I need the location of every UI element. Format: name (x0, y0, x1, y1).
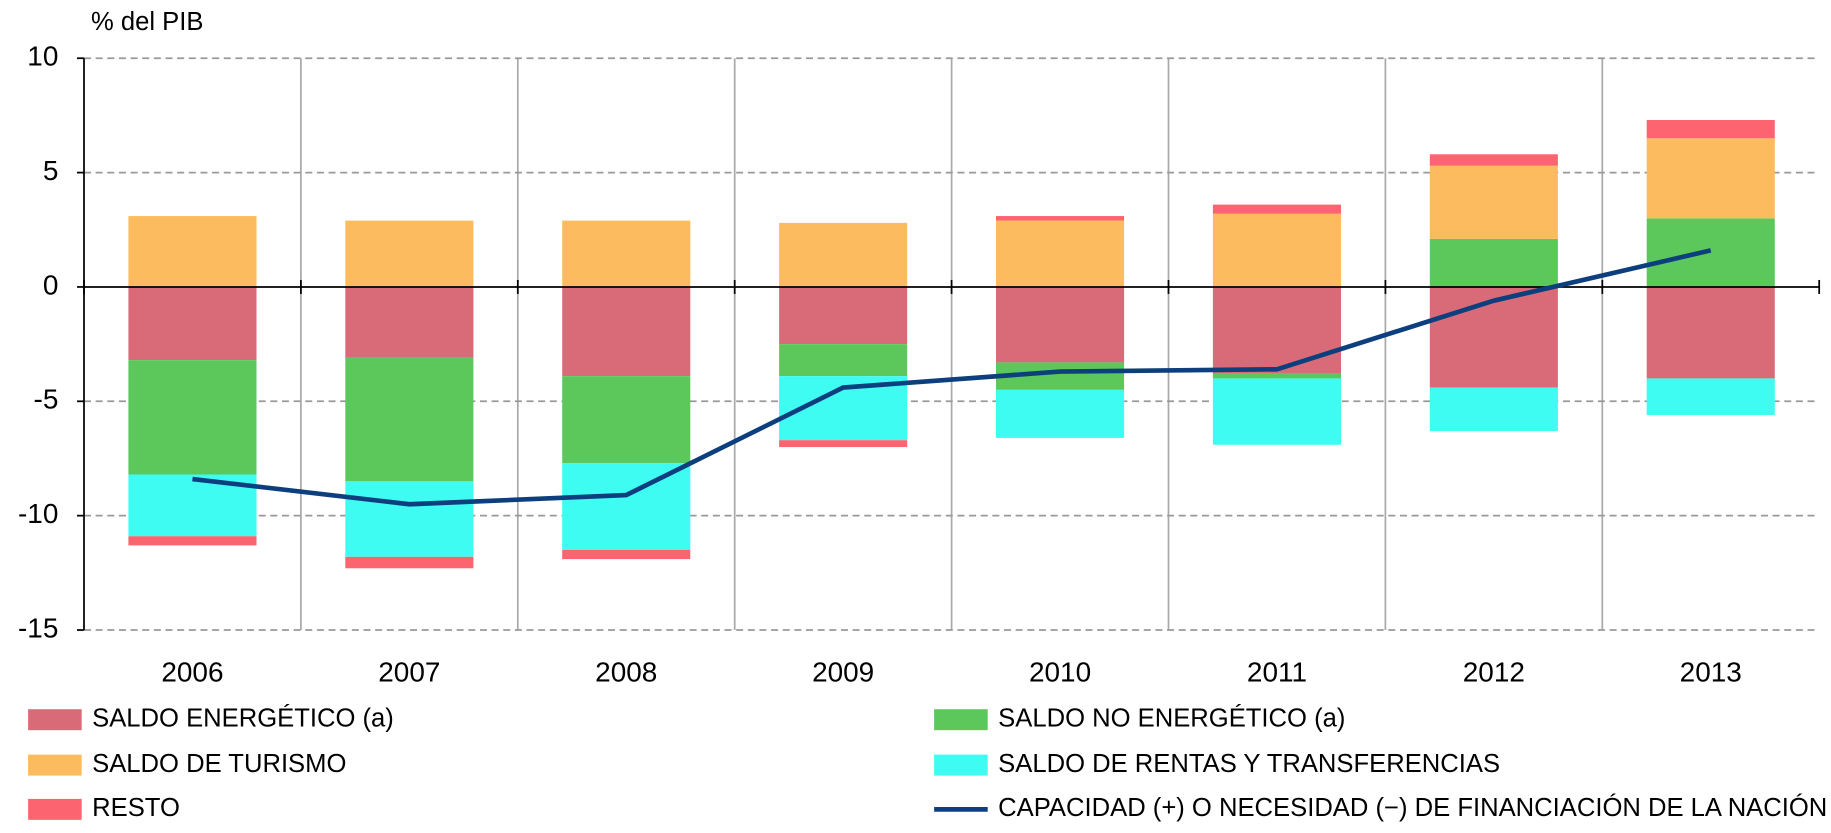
legend-label: SALDO NO ENERGÉTICO (a) (998, 703, 1345, 732)
bar-segment (1429, 286, 1558, 388)
legend-label: SALDO ENERGÉTICO (a) (92, 703, 394, 732)
y-tick-label: 10 (27, 41, 58, 72)
bar-segment (996, 220, 1125, 287)
bar-segment (1212, 286, 1341, 374)
bar-segment (562, 286, 691, 377)
x-tick-label: 2010 (1029, 657, 1091, 688)
line-series (192, 248, 1712, 507)
legend-swatch (28, 754, 82, 776)
x-tick-label: 2006 (161, 657, 223, 688)
bar-segment (345, 286, 474, 358)
bar-segment (1212, 373, 1341, 379)
bar-segment (1212, 378, 1341, 445)
x-tick-label: 2007 (378, 657, 440, 688)
bar-segment (562, 463, 691, 550)
bar-segment (779, 222, 908, 287)
legend-label: SALDO DE TURISMO (92, 750, 346, 778)
y-tick-label: -5 (34, 384, 59, 415)
x-tick-label: 2009 (812, 657, 874, 688)
legend-swatch (934, 709, 988, 731)
legend-label: SALDO DE RENTAS Y TRANSFERENCIAS (998, 750, 1500, 778)
bar-segment (1429, 165, 1558, 239)
bar-segment (996, 389, 1125, 438)
bar-segment (1646, 286, 1775, 379)
y-tick-label: -15 (18, 612, 58, 643)
bar-segment (1646, 138, 1775, 219)
legend-swatch (28, 798, 82, 820)
legend-label: RESTO (92, 794, 180, 822)
x-tick-label: 2013 (1680, 657, 1742, 688)
bar-segment (562, 376, 691, 464)
bar-segment (345, 481, 474, 557)
bar-segment (779, 440, 908, 448)
bar-segment (1212, 204, 1341, 214)
bar-segment (779, 286, 908, 345)
bar-segment (345, 556, 474, 569)
x-tick-label: 2008 (595, 657, 657, 688)
legend-label: CAPACIDAD (+) O NECESIDAD (−) DE FINANCI… (998, 793, 1827, 822)
bar-segment (1429, 387, 1558, 432)
bar-segment (1646, 119, 1775, 139)
bar-segment (128, 360, 257, 475)
bar-segment (562, 220, 691, 287)
y-tick-label: 0 (43, 269, 59, 300)
bar-segment (562, 549, 691, 560)
bar-segment (1429, 238, 1558, 287)
bar-segment (345, 220, 474, 287)
bar-segment (128, 216, 257, 287)
bar-segment (1429, 154, 1558, 166)
bar-segment (996, 286, 1125, 363)
legend-swatch (28, 709, 82, 731)
y-tick-label: -10 (18, 498, 58, 529)
x-tick-label: 2011 (1247, 657, 1307, 688)
bar-segment (345, 357, 474, 482)
legend-swatch (934, 754, 988, 776)
bar-segment (1646, 378, 1775, 416)
bar-segment (779, 344, 908, 377)
y-tick-label: 5 (43, 155, 59, 186)
x-tick-label: 2012 (1463, 657, 1525, 688)
bar-segment (1212, 213, 1341, 287)
bar-segment (128, 286, 257, 361)
bar-segment (128, 536, 257, 546)
y-axis-label: % del PIB (91, 8, 203, 36)
bar-segment (996, 216, 1125, 221)
